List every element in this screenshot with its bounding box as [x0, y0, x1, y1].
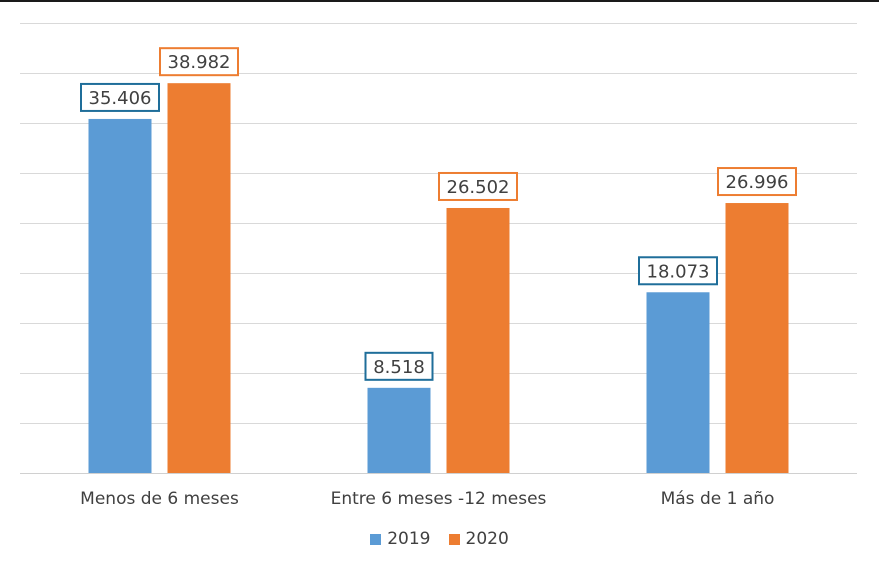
x-tick-label: Entre 6 meses -12 meses: [331, 489, 547, 509]
data-label-box: [159, 47, 239, 77]
legend-item-2020: 2020: [448, 529, 509, 549]
data-labels: 35.406 38.982 8.518 26.502 18.073 26.996: [80, 47, 797, 381]
data-label: 38.982: [168, 52, 231, 73]
legend-label-2020: 2020: [465, 529, 509, 549]
bar-2019-1: [88, 118, 152, 473]
legend-label-2019: 2019: [387, 529, 431, 549]
data-label-box: [717, 167, 797, 197]
legend-item-2019: 2019: [370, 529, 431, 549]
x-axis-tick-labels: Menos de 6 meses Entre 6 meses -12 meses M…: [80, 489, 774, 509]
data-label-box: [364, 351, 434, 381]
data-label-box: [80, 82, 160, 112]
bars: [88, 83, 789, 474]
legend-swatch-2019: [370, 533, 382, 545]
x-tick-label: Menos de 6 meses: [80, 489, 239, 509]
data-label: 18.073: [647, 261, 710, 282]
bar-2019-2: [367, 387, 431, 473]
x-tick-label: Más de 1 año: [661, 489, 775, 509]
data-label-box: [638, 256, 718, 286]
data-label: 26.996: [726, 172, 789, 193]
bar-2020-3: [725, 203, 789, 474]
data-label-box: [438, 171, 518, 201]
data-label: 8.518: [373, 357, 425, 378]
legend: 2019 2020: [0, 527, 879, 551]
data-label: 26.502: [447, 177, 510, 198]
top-border-rule: [0, 0, 879, 2]
bar-2020-1: [167, 83, 231, 474]
bar-2019-3: [646, 292, 710, 473]
legend-swatch-2020: [448, 533, 460, 545]
data-label: 35.406: [89, 88, 152, 109]
bar-2020-2: [446, 207, 510, 474]
